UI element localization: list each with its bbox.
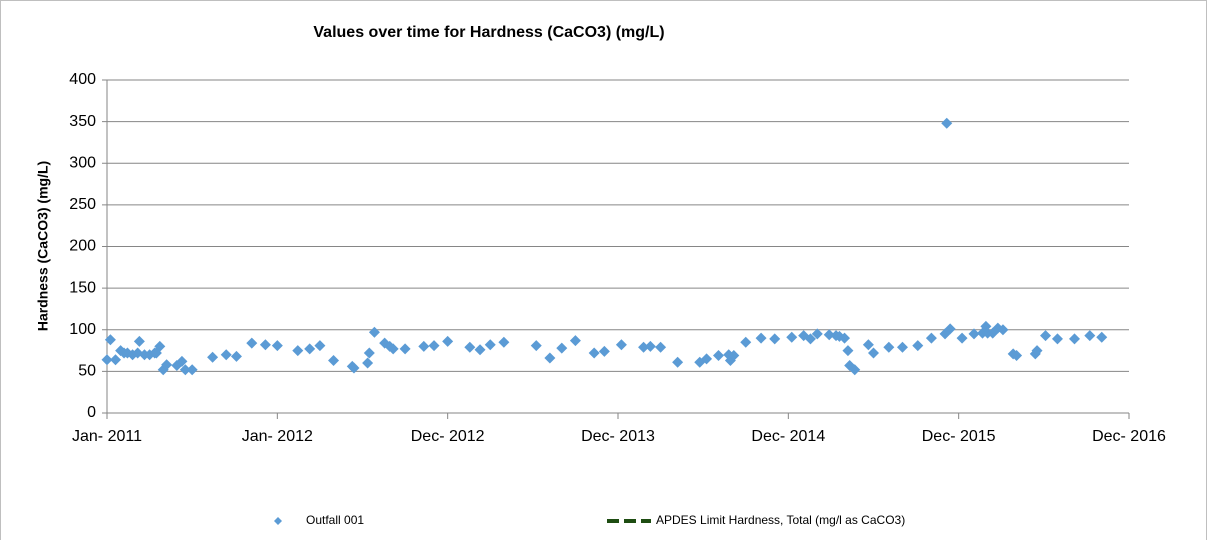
data-point <box>304 343 316 355</box>
data-point <box>588 347 600 359</box>
data-point <box>712 350 724 362</box>
data-point <box>1040 330 1052 342</box>
data-point <box>484 339 496 351</box>
data-point <box>1011 350 1023 362</box>
data-point <box>368 326 380 338</box>
data-point <box>728 350 740 362</box>
data-point <box>811 328 823 340</box>
data-point <box>101 354 113 366</box>
data-point <box>246 337 258 349</box>
data-point <box>464 341 476 353</box>
data-point <box>1051 333 1063 345</box>
y-tick-label: 50 <box>78 363 96 380</box>
data-point <box>755 332 767 344</box>
x-tick-label: Dec- 2016 <box>1092 428 1166 445</box>
x-tick-label: Dec- 2013 <box>581 428 655 445</box>
data-point <box>1096 331 1108 343</box>
data-point <box>363 347 375 359</box>
x-tick-label: Dec- 2015 <box>922 428 996 445</box>
data-point <box>862 339 874 351</box>
data-point <box>418 340 430 352</box>
data-point <box>176 355 188 367</box>
data-point <box>823 329 835 341</box>
x-tick-label: Dec- 2014 <box>751 428 825 445</box>
data-point <box>133 335 145 347</box>
data-point <box>941 117 953 129</box>
data-point <box>544 352 556 364</box>
y-axis-label: Hardness (CaCO3) (mg/L) <box>35 161 51 331</box>
data-point <box>1068 333 1080 345</box>
data-point <box>498 336 510 348</box>
legend-marker <box>274 517 282 525</box>
data-point <box>672 356 684 368</box>
data-point <box>740 336 752 348</box>
data-point <box>474 344 486 356</box>
data-point <box>883 341 895 353</box>
data-point <box>849 364 861 376</box>
y-tick-label: 400 <box>69 71 96 88</box>
y-tick-label: 300 <box>69 154 96 171</box>
data-point <box>956 332 968 344</box>
data-point <box>399 343 411 355</box>
data-point <box>230 350 242 362</box>
data-point <box>179 364 191 376</box>
data-point <box>442 335 454 347</box>
legend-label: APDES Limit Hardness, Total (mg/l as CaC… <box>656 513 905 527</box>
data-point <box>154 340 166 352</box>
data-point <box>104 334 116 346</box>
data-point <box>598 345 610 357</box>
x-tick-label: Dec- 2012 <box>411 428 485 445</box>
data-point <box>259 339 271 351</box>
data-point <box>186 364 198 376</box>
data-point <box>896 341 908 353</box>
y-tick-label: 350 <box>69 113 96 130</box>
data-point <box>839 332 851 344</box>
data-point <box>655 341 667 353</box>
data-point <box>804 333 816 345</box>
y-tick-label: 250 <box>69 196 96 213</box>
y-tick-label: 200 <box>69 238 96 255</box>
data-point <box>944 323 956 335</box>
y-tick-label: 100 <box>69 321 96 338</box>
data-point <box>1031 345 1043 357</box>
x-tick-label: Jan- 2011 <box>72 428 142 445</box>
data-point <box>786 331 798 343</box>
data-point <box>161 359 173 371</box>
data-point <box>868 347 879 359</box>
data-point <box>428 340 440 352</box>
data-point <box>220 349 232 361</box>
data-point <box>644 340 656 352</box>
data-point <box>207 351 219 363</box>
data-point <box>912 340 924 352</box>
data-point <box>997 324 1009 336</box>
data-point <box>701 353 713 365</box>
data-point <box>110 354 122 366</box>
data-point <box>362 357 374 369</box>
data-point <box>292 345 304 357</box>
data-point <box>925 332 937 344</box>
legend-label: Outfall 001 <box>306 513 364 527</box>
chart-title: Values over time for Hardness (CaCO3) (m… <box>313 24 664 41</box>
data-point <box>328 355 340 367</box>
y-tick-label: 150 <box>69 279 96 296</box>
data-point <box>271 340 283 352</box>
x-tick-label: Jan- 2012 <box>242 428 313 445</box>
data-point <box>638 341 650 353</box>
data-point <box>1084 330 1096 342</box>
data-point <box>615 339 627 351</box>
data-point <box>314 340 326 352</box>
data-point <box>769 333 781 345</box>
data-point <box>348 362 360 374</box>
data-point <box>842 345 854 357</box>
y-tick-label: 0 <box>87 404 96 421</box>
data-point <box>530 340 542 352</box>
data-point <box>387 343 399 355</box>
data-point <box>569 335 581 347</box>
data-point <box>556 342 568 354</box>
data-point <box>968 328 980 340</box>
